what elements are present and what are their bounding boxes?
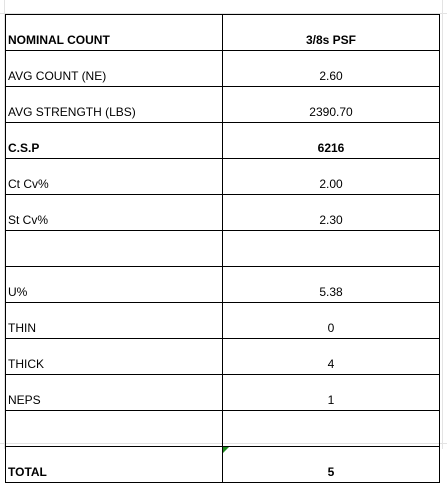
table-row-thick: THICK 4 <box>5 338 440 375</box>
cell-value-with-marker[interactable]: 5 <box>222 446 440 483</box>
cell-label[interactable] <box>5 410 223 447</box>
table-row-total: TOTAL 5 <box>5 446 440 483</box>
cell-value[interactable]: 6216 <box>222 122 440 159</box>
table-row-nominal-count: NOMINAL COUNT 3/8s PSF <box>5 14 440 51</box>
cell-value[interactable] <box>222 410 440 447</box>
yarn-test-table: NOMINAL COUNT 3/8s PSF AVG COUNT (NE) 2.… <box>5 14 440 483</box>
table-row-empty <box>5 410 440 447</box>
cell-label[interactable]: AVG COUNT (NE) <box>5 50 223 87</box>
table-row-st-cv: St Cv% 2.30 <box>5 194 440 231</box>
cell-label[interactable]: THICK <box>5 338 223 375</box>
cell-label[interactable]: U% <box>5 266 223 303</box>
cell-label[interactable]: TOTAL <box>5 446 223 483</box>
gridline <box>4 0 5 449</box>
cell-value[interactable]: 2.30 <box>222 194 440 231</box>
cell-label[interactable] <box>5 230 223 267</box>
gridline <box>0 13 447 14</box>
cell-value[interactable]: 1 <box>222 374 440 411</box>
cell-value[interactable]: 2390.70 <box>222 86 440 123</box>
gridline <box>442 0 443 449</box>
table-row-neps: NEPS 1 <box>5 374 440 411</box>
cell-value[interactable] <box>222 230 440 267</box>
cell-value[interactable]: 2.00 <box>222 158 440 195</box>
cell-label[interactable]: Ct Cv% <box>5 158 223 195</box>
cell-label[interactable]: NEPS <box>5 374 223 411</box>
cell-label[interactable]: NOMINAL COUNT <box>5 14 223 51</box>
cell-label[interactable]: C.S.P <box>5 122 223 159</box>
table-row-csp: C.S.P 6216 <box>5 122 440 159</box>
table-row-thin: THIN 0 <box>5 302 440 339</box>
table-row-empty <box>5 230 440 267</box>
cell-value[interactable]: 2.60 <box>222 50 440 87</box>
cell-value[interactable]: 0 <box>222 302 440 339</box>
comment-indicator-icon <box>223 447 229 453</box>
table-row-avg-count: AVG COUNT (NE) 2.60 <box>5 50 440 87</box>
table-row-ct-cv: Ct Cv% 2.00 <box>5 158 440 195</box>
cell-label[interactable]: AVG STRENGTH (LBS) <box>5 86 223 123</box>
table-row-avg-strength: AVG STRENGTH (LBS) 2390.70 <box>5 86 440 123</box>
cell-value-text: 5 <box>327 465 335 479</box>
cell-value[interactable]: 4 <box>222 338 440 375</box>
cell-value[interactable]: 3/8s PSF <box>222 14 440 51</box>
table-row-u-percent: U% 5.38 <box>5 266 440 303</box>
cell-label[interactable]: St Cv% <box>5 194 223 231</box>
cell-label[interactable]: THIN <box>5 302 223 339</box>
cell-value[interactable]: 5.38 <box>222 266 440 303</box>
